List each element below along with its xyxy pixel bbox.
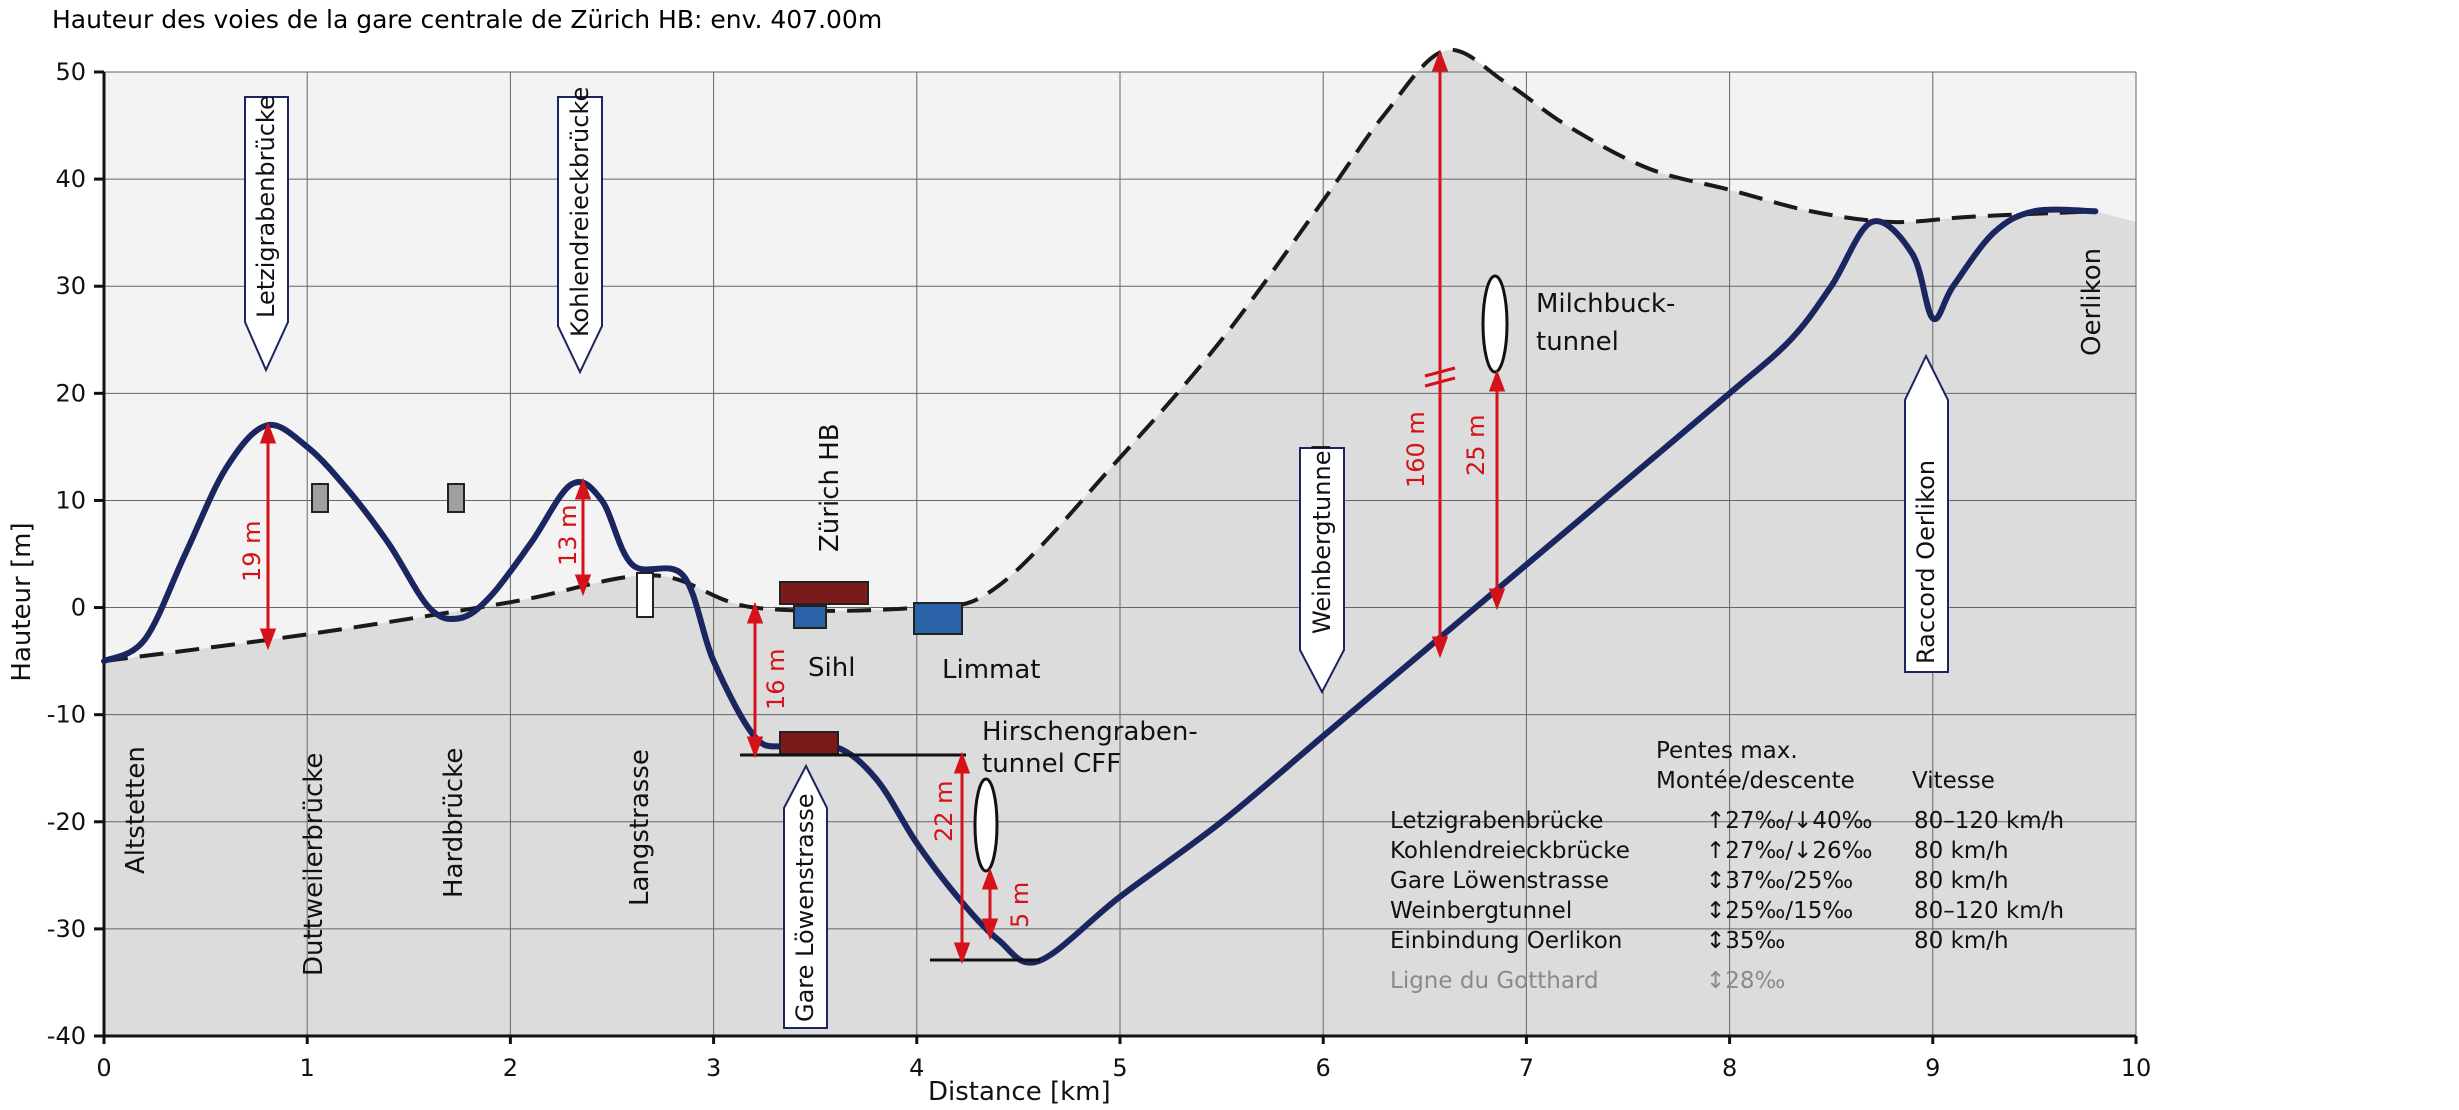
table-row-speed: 80 km/h — [1914, 838, 2009, 864]
x-axis-ticks: 0 1 2 3 4 5 6 7 8 9 10 — [96, 1036, 2151, 1082]
callout-gare-loewenstrasse: Gare Löwenstrasse — [783, 763, 828, 1029]
table-reference-gradient: ↕28‰ — [1706, 968, 1785, 994]
x-tick-label: 9 — [1925, 1054, 1940, 1082]
table-header-gradient-line2: Montée/descente — [1656, 768, 1855, 794]
x-tick-label: 1 — [300, 1054, 315, 1082]
table-row-speed: 80 km/h — [1914, 928, 2009, 954]
sihl-river-block — [793, 605, 827, 629]
table-row-gradient: ↑27‰/↓40‰ — [1706, 808, 1873, 834]
chart-title: Hauteur des voies de la gare centrale de… — [52, 5, 882, 34]
y-tick-label: -10 — [47, 701, 86, 729]
y-tick-label: 10 — [55, 486, 86, 514]
label-milchbuck-line2: tunnel — [1536, 327, 1619, 357]
callout-weinbergtunnel: Weinbergtunnel — [1299, 444, 1345, 695]
grid-lines — [104, 71, 2137, 1037]
y-tick-label: 40 — [55, 165, 86, 193]
y-tick-label: -30 — [47, 915, 86, 943]
measure-25m-label: 25 m — [1462, 414, 1490, 476]
measure-25m-arrow — [1488, 369, 1506, 611]
label-hardbruecke: Hardbrücke — [439, 748, 469, 898]
label-oerlikon: Oerlikon — [2077, 248, 2107, 356]
rail-track-line — [101, 206, 2099, 966]
measure-5m-arrow — [981, 867, 999, 941]
y-tick-label: 30 — [55, 272, 86, 300]
callout-letzigraben-label: Letzigrabenbrücke — [252, 95, 280, 318]
x-tick-label: 0 — [96, 1054, 111, 1082]
x-tick-label: 10 — [2121, 1054, 2152, 1082]
measure-160m-arrow — [1424, 49, 1456, 659]
table-row-name: Kohlendreieckbrücke — [1390, 838, 1630, 864]
x-tick-label: 5 — [1112, 1054, 1127, 1082]
milchbuck-tunnel-section-icon — [1481, 274, 1509, 374]
callout-raccord-oerlikon: Raccord Oerlikon — [1904, 353, 1949, 673]
callout-kohlendreieck: Kohlendreieckbrücke — [557, 87, 603, 375]
x-tick-label: 2 — [503, 1054, 518, 1082]
ground-surface-line — [103, 47, 2096, 664]
table-header-speed: Vitesse — [1912, 768, 1995, 794]
table-row-name: Einbindung Oerlikon — [1390, 928, 1622, 954]
y-tick-label: -20 — [47, 808, 86, 836]
measure-22m-arrow — [953, 751, 971, 965]
x-tick-label: 3 — [706, 1054, 721, 1082]
measure-13m-arrow — [574, 477, 592, 597]
callout-gare-loewenstrasse-label: Gare Löwenstrasse — [791, 793, 819, 1022]
label-altstetten: Altstetten — [121, 746, 151, 874]
label-milchbuck-line1: Milchbuck- — [1536, 289, 1675, 319]
table-row-gradient: ↕25‰/15‰ — [1706, 898, 1853, 924]
label-zurich-hb: Zürich HB — [815, 423, 845, 552]
callout-weinbergtunnel-label: Weinbergtunnel — [1308, 444, 1336, 634]
label-limmat: Limmat — [942, 655, 1041, 685]
y-tick-label: 0 — [71, 594, 86, 622]
x-tick-label: 8 — [1722, 1054, 1737, 1082]
gradient-speed-table: Pentes max. Montée/descente Vitesse Letz… — [1390, 738, 2064, 994]
y-tick-label: 50 — [55, 58, 86, 86]
measure-19m-arrow — [259, 421, 277, 651]
measure-19m-label: 19 m — [238, 520, 266, 582]
x-tick-label: 4 — [909, 1054, 924, 1082]
table-row-name: Weinbergtunnel — [1390, 898, 1572, 924]
label-hirschengraben-line2: tunnel CFF — [982, 749, 1121, 779]
table-row-name: Gare Löwenstrasse — [1390, 868, 1609, 894]
measure-22m-label: 22 m — [930, 780, 958, 842]
label-hirschengraben-line1: Hirschengraben- — [982, 717, 1198, 747]
x-tick-label: 7 — [1519, 1054, 1534, 1082]
bridge-pillar-1 — [311, 483, 329, 513]
langstrasse-pillar — [636, 572, 654, 618]
table-row-speed: 80–120 km/h — [1914, 808, 2064, 834]
label-duttweilerbruecke: Duttweilerbrücke — [299, 753, 329, 976]
measure-16m-arrow — [746, 601, 764, 759]
y-axis-label: Hauteur [m] — [7, 522, 37, 681]
zurich-hb-station-block — [779, 581, 869, 605]
table-row-gradient: ↕35‰ — [1706, 928, 1785, 954]
x-tick-label: 6 — [1316, 1054, 1331, 1082]
measure-5m-label: 5 m — [1006, 882, 1034, 928]
y-tick-label: 20 — [55, 379, 86, 407]
table-row-name: Letzigrabenbrücke — [1390, 808, 1603, 834]
table-row-speed: 80 km/h — [1914, 868, 2009, 894]
table-header-gradient-line1: Pentes max. — [1656, 738, 1798, 764]
y-axis-ticks: 50 40 30 20 10 0 -10 -20 -30 -40 — [47, 58, 104, 1050]
table-reference-name: Ligne du Gotthard — [1390, 968, 1599, 994]
label-sihl: Sihl — [808, 653, 855, 683]
limmat-river-block — [913, 602, 963, 635]
measure-160m-label: 160 m — [1402, 411, 1430, 488]
bridge-pillar-2 — [447, 483, 465, 513]
x-axis-label: Distance [km] — [928, 1077, 1111, 1107]
label-langstrasse: Langstrasse — [625, 749, 655, 906]
measure-16m-label: 16 m — [762, 648, 790, 710]
table-row-gradient: ↑27‰/↓26‰ — [1706, 838, 1873, 864]
table-row-gradient: ↕37‰/25‰ — [1706, 868, 1853, 894]
hirschengraben-tunnel-section-icon — [973, 777, 999, 873]
y-tick-label: -40 — [47, 1022, 86, 1050]
callout-kohlendreieck-label: Kohlendreieckbrücke — [566, 87, 594, 337]
loewenstrasse-station-block — [779, 731, 839, 755]
table-row-speed: 80–120 km/h — [1914, 898, 2064, 924]
callout-raccord-oerlikon-label: Raccord Oerlikon — [1912, 460, 1940, 664]
callout-letzigraben: Letzigrabenbrücke — [244, 95, 289, 373]
measure-13m-label: 13 m — [554, 504, 582, 566]
